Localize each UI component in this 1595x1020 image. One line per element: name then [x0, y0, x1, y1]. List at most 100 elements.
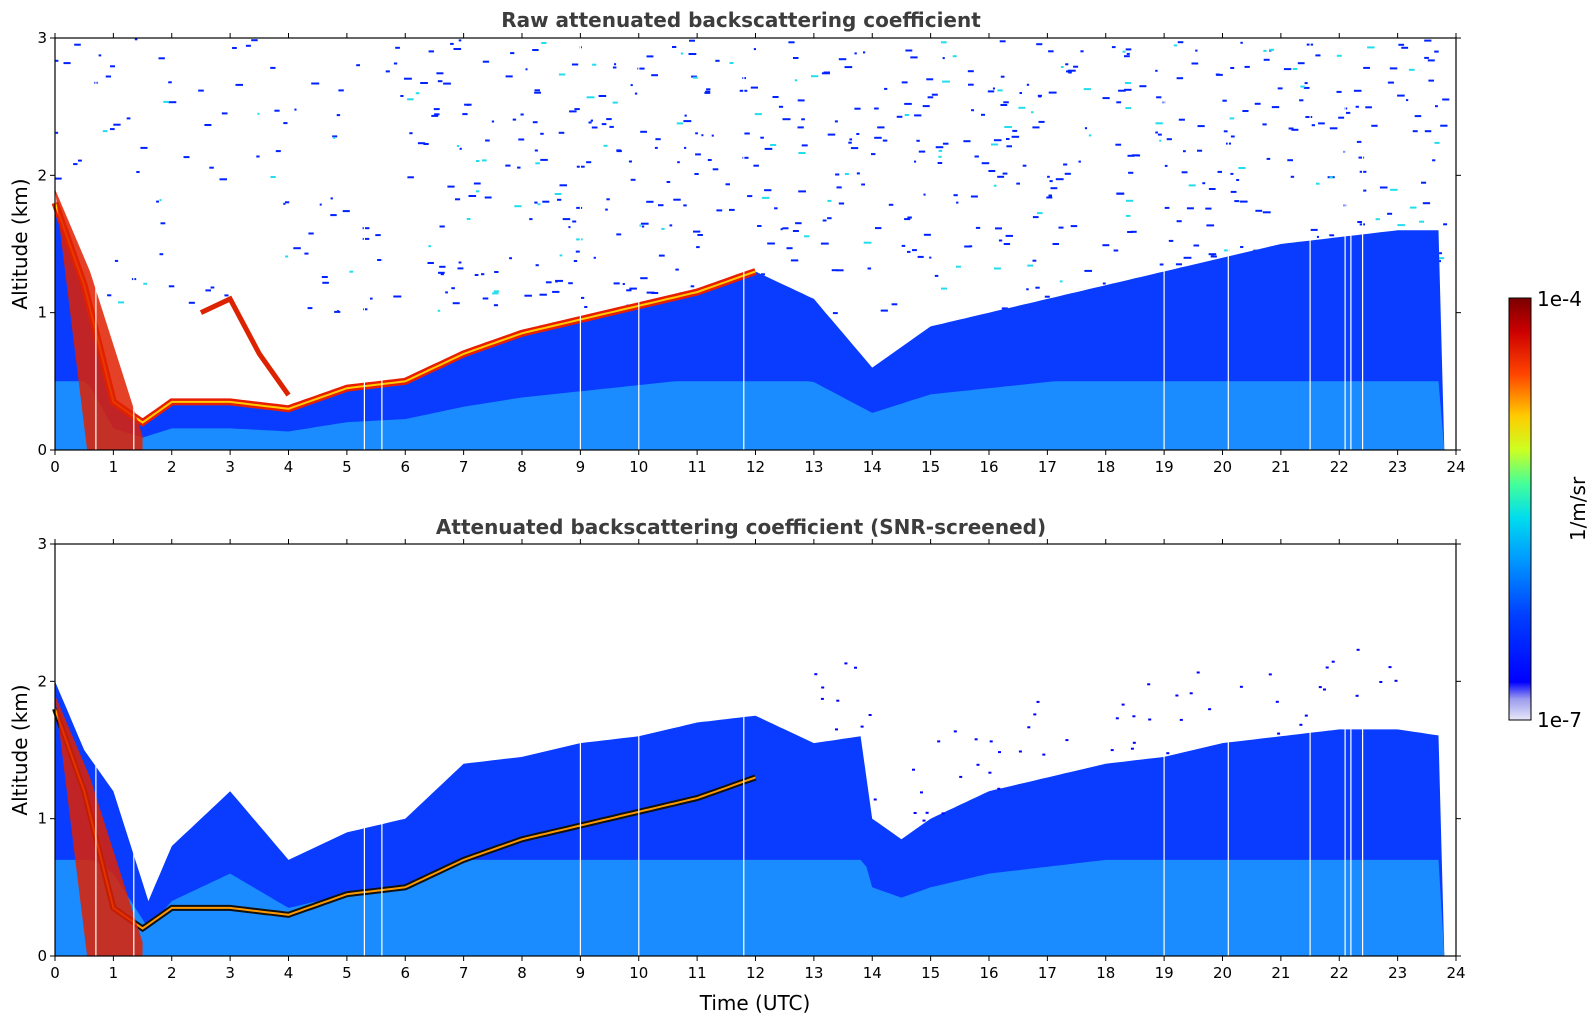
noise-speck	[102, 130, 108, 133]
noise-speck	[1148, 718, 1152, 721]
noise-speck	[910, 56, 918, 59]
noise-speck	[968, 83, 974, 86]
noise-speck	[1356, 140, 1362, 143]
noise-speck	[1055, 178, 1064, 181]
noise-speck	[1037, 212, 1043, 215]
noise-speck	[875, 227, 882, 230]
noise-speck	[794, 79, 798, 82]
noise-speck	[838, 202, 845, 205]
noise-speck	[1042, 753, 1046, 756]
noise-speck	[683, 120, 692, 123]
noise-speck	[136, 171, 140, 173]
noise-speck	[884, 87, 888, 90]
x-tick-label: 0	[50, 458, 60, 476]
noise-speck	[1439, 257, 1445, 260]
noise-speck	[415, 92, 420, 95]
noise-speck	[1230, 190, 1237, 193]
noise-speck	[628, 160, 632, 163]
noise-speck	[1047, 175, 1050, 178]
x-tick-label: 11	[688, 964, 707, 982]
noise-speck	[1037, 94, 1042, 97]
noise-speck	[494, 271, 499, 273]
noise-speck	[942, 142, 949, 145]
noise-speck	[646, 200, 654, 203]
noise-speck	[1116, 192, 1125, 195]
noise-speck	[792, 230, 799, 232]
noise-speck	[923, 193, 926, 196]
noise-speck	[832, 312, 838, 315]
noise-speck	[974, 155, 979, 158]
noise-speck	[1125, 107, 1132, 110]
noise-speck	[1125, 214, 1131, 217]
noise-speck	[612, 66, 617, 69]
noise-speck	[801, 144, 808, 147]
noise-speck	[188, 301, 195, 304]
x-tick-label: 11	[688, 458, 707, 476]
noise-speck	[701, 134, 704, 137]
noise-speck	[321, 276, 328, 278]
noise-speck	[114, 259, 119, 262]
noise-speck	[509, 257, 512, 260]
noise-speck	[1115, 143, 1122, 146]
noise-speck	[1078, 160, 1081, 163]
noise-speck	[362, 227, 370, 230]
noise-speck	[1183, 150, 1186, 153]
noise-speck	[782, 118, 791, 121]
noise-speck	[283, 202, 286, 205]
y-axis-ticks: 0 1 2 3	[37, 535, 1461, 965]
noise-speck	[1291, 128, 1299, 131]
noise-speck	[1044, 295, 1050, 298]
noise-speck	[481, 273, 485, 276]
noise-speck	[491, 120, 495, 123]
noise-speck	[692, 76, 698, 79]
noise-speck	[1124, 82, 1131, 84]
noise-speck	[572, 220, 577, 223]
noise-speck	[375, 234, 381, 237]
noise-speck	[440, 273, 444, 276]
noise-speck	[1012, 129, 1018, 132]
noise-speck	[956, 201, 959, 204]
noise-speck	[651, 292, 659, 294]
noise-speck	[1434, 141, 1440, 144]
noise-speck	[453, 48, 462, 50]
noise-speck	[1164, 206, 1170, 209]
noise-speck	[455, 198, 461, 201]
noise-speck	[456, 145, 459, 147]
noise-speck	[937, 740, 941, 743]
x-tick-label: 4	[284, 964, 294, 982]
noise-speck	[1238, 167, 1246, 169]
noise-speck	[849, 138, 853, 141]
noise-speck	[916, 139, 920, 142]
noise-speck	[630, 178, 636, 181]
noise-speck	[540, 158, 548, 161]
noise-speck	[694, 173, 699, 175]
near-surface-layer	[55, 381, 1445, 450]
noise-speck	[880, 309, 888, 312]
noise-speck	[159, 253, 164, 256]
noise-speck	[1277, 87, 1283, 90]
noise-speck	[873, 798, 877, 801]
noise-speck	[1230, 67, 1235, 69]
noise-speck	[1432, 159, 1436, 162]
raw-backscatter-panel: Raw attenuated backscattering coefficien…	[8, 8, 1466, 476]
noise-speck	[914, 160, 917, 163]
noise-speck	[729, 62, 734, 64]
noise-speck	[1318, 122, 1325, 125]
noise-speck	[801, 118, 805, 121]
noise-speck	[304, 252, 309, 255]
noise-speck	[1157, 133, 1162, 136]
noise-speck	[1116, 101, 1122, 104]
noise-speck	[715, 59, 720, 62]
x-tick-label: 15	[921, 964, 940, 982]
noise-speck	[1440, 124, 1448, 127]
noise-speck	[606, 118, 612, 121]
noise-speck	[427, 262, 434, 264]
noise-speck	[1110, 749, 1114, 752]
noise-speck	[998, 751, 1001, 754]
noise-speck	[1217, 170, 1222, 173]
noise-speck	[778, 105, 784, 108]
noise-speck	[1336, 54, 1342, 57]
x-tick-label: 15	[921, 458, 940, 476]
noise-speck	[993, 184, 997, 187]
noise-speck	[1018, 750, 1022, 753]
